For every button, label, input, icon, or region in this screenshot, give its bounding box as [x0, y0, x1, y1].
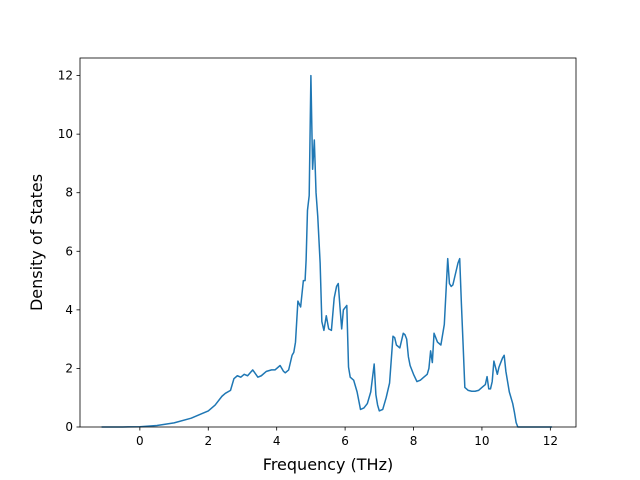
y-tick-label: 12 [58, 69, 73, 83]
plot-background [80, 58, 576, 427]
x-tick-label: 8 [410, 434, 418, 448]
y-tick-label: 8 [65, 186, 73, 200]
y-axis-title: Density of States [27, 174, 46, 311]
dos-series-line [101, 74, 553, 428]
x-axis-ticks: 0 2 4 6 8 10 12 [136, 427, 558, 448]
x-tick-label: 6 [341, 434, 349, 448]
x-tick-label: 0 [136, 434, 144, 448]
x-tick-label: 4 [273, 434, 281, 448]
x-tick-label: 10 [474, 434, 489, 448]
x-tick-label: 12 [543, 434, 558, 448]
y-tick-label: 0 [65, 420, 73, 434]
plot-frame [79, 57, 577, 428]
x-tick-label: 2 [204, 434, 212, 448]
y-tick-label: 6 [65, 244, 73, 258]
y-tick-label: 2 [65, 361, 73, 375]
y-tick-label: 4 [65, 303, 73, 317]
y-axis-ticks: 0 2 4 6 8 10 12 [58, 69, 80, 434]
x-axis-title: Frequency (THz) [263, 455, 393, 474]
y-tick-label: 10 [58, 127, 73, 141]
